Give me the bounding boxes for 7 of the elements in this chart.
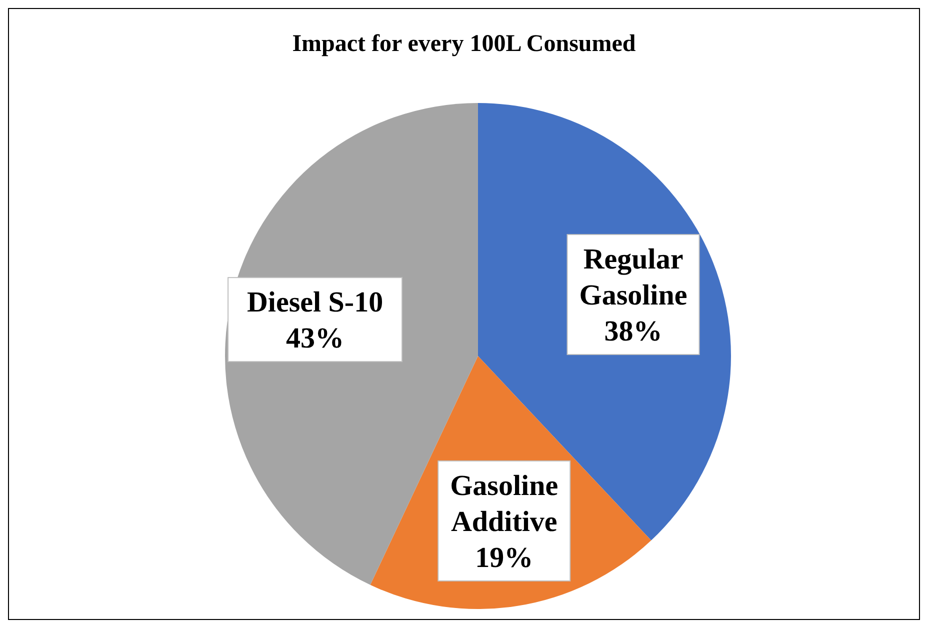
data-label: 43% — [286, 322, 344, 355]
slice-label: Regular Gasoline — [579, 244, 688, 312]
data-label: 19% — [475, 542, 534, 574]
slice-label: Diesel S-10 — [246, 286, 384, 319]
data-label: 38% — [604, 316, 662, 348]
slice-label: Gasoline Additive — [450, 470, 558, 538]
chart-title: Impact for every 100L Consumed — [291, 31, 637, 58]
